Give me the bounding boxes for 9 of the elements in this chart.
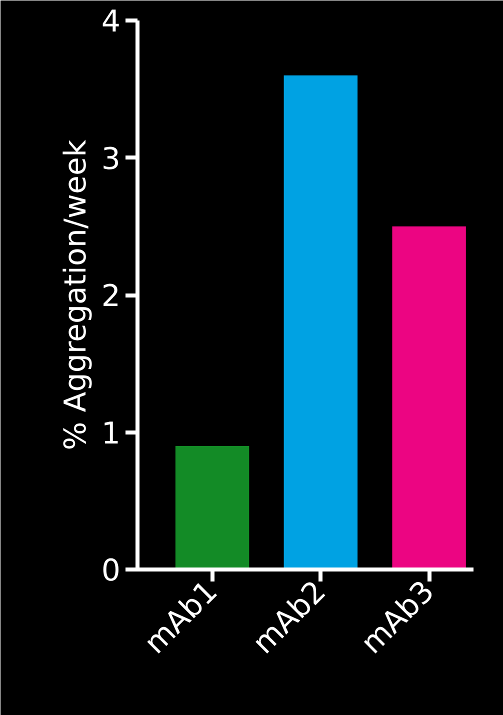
bar (284, 75, 358, 570)
y-tick-label: 2 (101, 279, 121, 314)
y-tick-label: 4 (101, 4, 121, 40)
y-tick-label: 3 (101, 142, 121, 177)
bar (392, 226, 466, 570)
y-tick-label: 0 (101, 554, 121, 588)
bar (175, 446, 250, 570)
y-tick-label: 1 (101, 416, 121, 452)
y-axis-title: % Aggregation/week (58, 139, 94, 450)
